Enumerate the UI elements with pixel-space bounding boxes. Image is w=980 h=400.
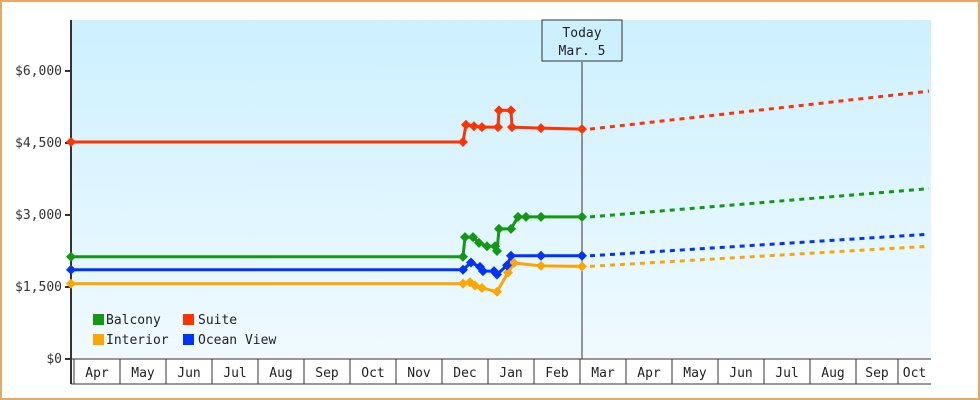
data-point-icon[interactable] <box>492 269 502 280</box>
data-point-icon[interactable] <box>460 232 470 243</box>
series-suite <box>66 89 930 148</box>
today-label-date: Mar. 5 <box>559 44 606 59</box>
suite-swatch-icon <box>183 314 194 325</box>
today-label-box <box>541 19 623 62</box>
data-point-icon[interactable] <box>536 260 546 271</box>
data-point-icon[interactable] <box>494 223 504 234</box>
data-point-icon[interactable] <box>506 105 516 116</box>
data-point-icon[interactable] <box>458 137 468 148</box>
legend-label-interior: Interior <box>106 333 169 348</box>
data-point-icon[interactable] <box>482 241 492 252</box>
y-tick-label: $6,000 <box>15 64 62 79</box>
x-tick-label: Sep <box>865 366 889 381</box>
data-point-icon[interactable] <box>66 251 76 262</box>
data-point-icon[interactable] <box>513 211 523 222</box>
data-point-icon[interactable] <box>507 122 517 133</box>
data-point-icon[interactable] <box>66 278 76 289</box>
series-interior <box>66 244 930 297</box>
data-point-icon[interactable] <box>536 123 546 134</box>
x-tick-label: Jun <box>177 366 200 381</box>
data-point-icon[interactable] <box>492 286 502 297</box>
x-tick-label: Apr <box>637 366 661 381</box>
x-tick-label: Apr <box>85 366 109 381</box>
data-point-icon[interactable] <box>577 261 587 272</box>
x-tick-label: Jan <box>499 366 522 381</box>
y-tick-label: $3,000 <box>15 208 62 223</box>
legend-item-ocean-view[interactable]: Ocean View <box>183 333 276 348</box>
data-point-icon[interactable] <box>494 105 504 116</box>
data-point-icon[interactable] <box>458 278 468 289</box>
x-tick-label: Jul <box>223 366 246 381</box>
x-tick-label: Aug <box>821 366 844 381</box>
legend-item-suite[interactable]: Suite <box>183 313 237 328</box>
data-point-icon[interactable] <box>66 264 76 275</box>
data-point-icon[interactable] <box>66 137 76 148</box>
series-ocean-view <box>66 232 930 280</box>
plot-area <box>71 20 931 359</box>
data-point-icon[interactable] <box>503 267 513 278</box>
data-point-icon[interactable] <box>477 282 487 293</box>
x-tick-label: May <box>131 366 155 381</box>
data-point-icon[interactable] <box>458 264 468 275</box>
x-tick-label: Oct <box>903 366 926 381</box>
x-tick-label: May <box>683 366 707 381</box>
today-marker: Today Mar. 5 <box>541 19 623 359</box>
y-tick-label: $4,500 <box>15 136 62 151</box>
data-point-icon[interactable] <box>577 124 587 135</box>
forecast-line <box>589 232 930 258</box>
data-point-icon[interactable] <box>521 211 531 222</box>
interior-swatch-icon <box>93 334 104 345</box>
data-point-icon[interactable] <box>506 223 516 234</box>
legend-label-balcony: Balcony <box>106 313 161 328</box>
data-point-icon[interactable] <box>493 122 503 133</box>
forecast-line <box>589 187 930 219</box>
data-point-icon[interactable] <box>502 260 512 271</box>
data-point-icon[interactable] <box>577 211 587 222</box>
x-tick-label: Feb <box>545 366 569 381</box>
data-point-icon[interactable] <box>469 121 479 132</box>
data-point-icon[interactable] <box>536 250 546 261</box>
data-point-icon[interactable] <box>536 211 546 222</box>
forecast-line <box>589 89 930 131</box>
x-tick-label: Jul <box>775 366 798 381</box>
legend-item-interior[interactable]: Interior <box>93 333 169 348</box>
legend-item-balcony[interactable]: Balcony <box>93 313 161 328</box>
legend: Balcony Suite Interior Ocean View <box>93 313 276 348</box>
data-point-icon[interactable] <box>477 122 487 133</box>
data-point-icon[interactable] <box>478 266 488 277</box>
balcony-swatch-icon <box>93 314 104 325</box>
ocean-view-swatch-icon <box>183 334 194 345</box>
x-tick-label: Oct <box>361 366 384 381</box>
data-point-icon[interactable] <box>466 257 476 268</box>
data-point-icon[interactable] <box>492 246 502 256</box>
y-axis-ticks: $0 $1,500 $3,000 $4,500 $6,000 <box>15 64 71 367</box>
data-point-icon[interactable] <box>468 232 478 243</box>
series-balcony <box>66 187 930 262</box>
y-tick-label: $0 <box>46 352 62 367</box>
series-lines <box>66 89 930 297</box>
data-point-icon[interactable] <box>458 251 468 262</box>
data-point-icon[interactable] <box>577 250 587 261</box>
legend-label-suite: Suite <box>198 313 237 328</box>
data-point-icon[interactable] <box>474 237 484 248</box>
legend-label-ocean-view: Ocean View <box>198 333 276 348</box>
x-axis: Apr May Jun Jul Aug Sep Oct Nov Dec Jan Feb Mar Apr M… <box>71 358 931 385</box>
x-tick-label: Aug <box>269 366 292 381</box>
data-point-icon[interactable] <box>506 250 516 261</box>
data-point-icon[interactable] <box>461 119 471 130</box>
x-tick-label: Dec <box>453 366 476 381</box>
x-tick-label: Nov <box>407 366 431 381</box>
x-tick-label: Sep <box>315 366 339 381</box>
y-tick-label: $1,500 <box>15 280 62 295</box>
today-label-line1: Today <box>562 26 601 41</box>
x-tick-label: Jun <box>729 366 752 381</box>
x-tick-label: Mar <box>591 366 615 381</box>
forecast-line <box>589 244 930 268</box>
